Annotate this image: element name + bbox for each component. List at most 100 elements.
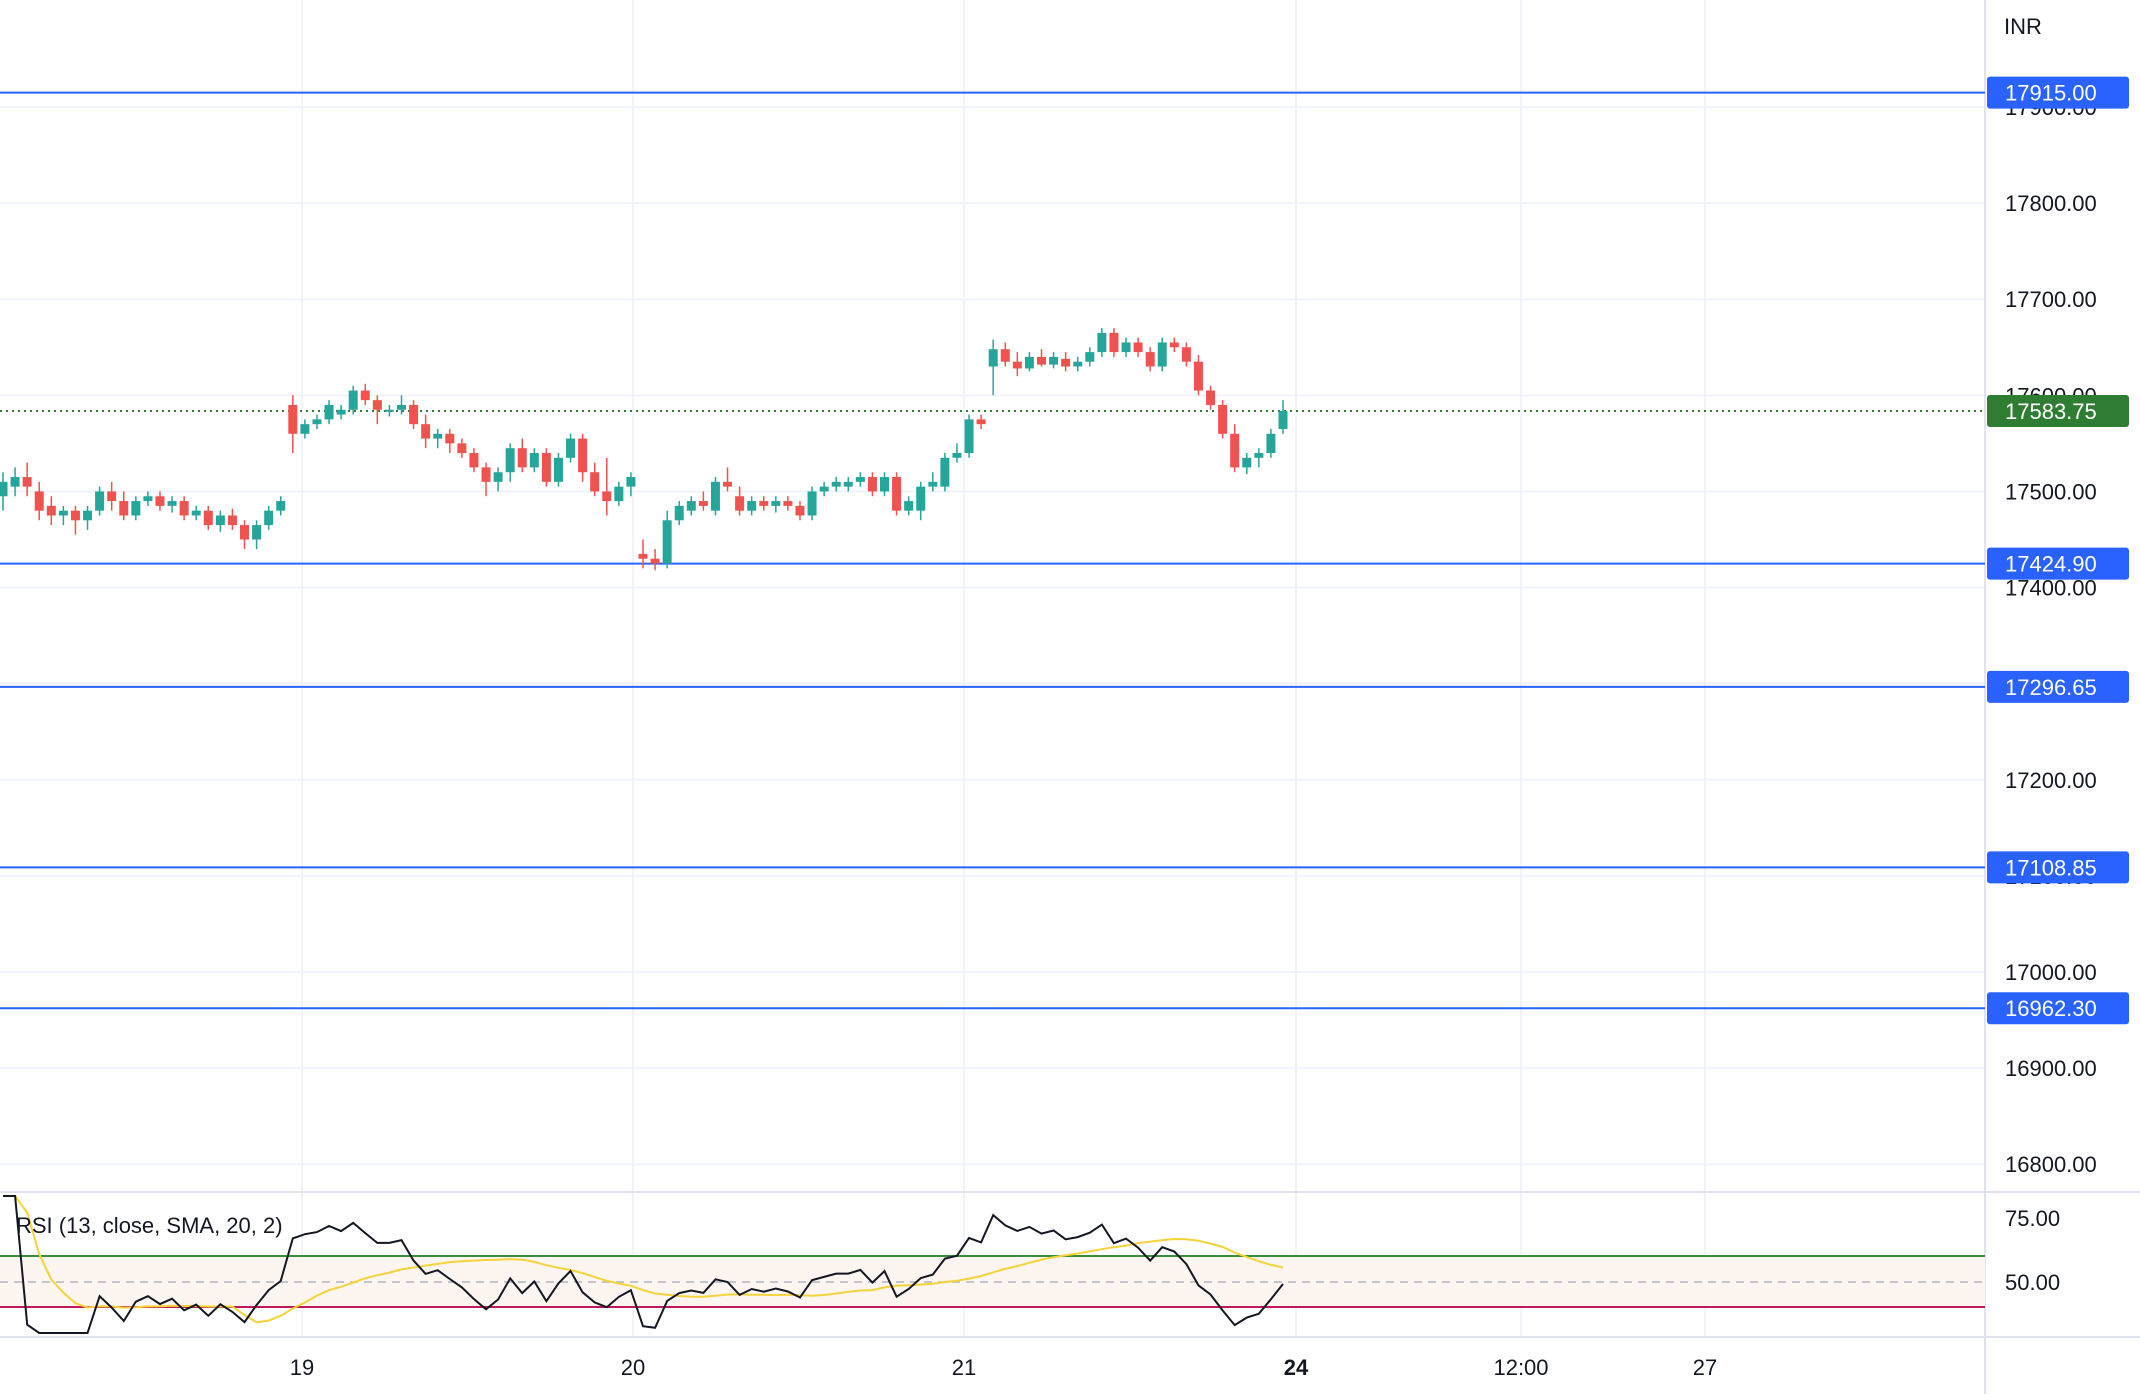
candle-down (1109, 332, 1119, 353)
candle-down (1036, 356, 1046, 365)
candle-down (1181, 347, 1191, 362)
candle-up (10, 477, 20, 487)
candle-up (1049, 356, 1059, 365)
candle-down (1230, 433, 1240, 468)
price-tick-label: 17000.00 (2005, 960, 2097, 985)
candle-up (686, 501, 696, 511)
candle-up (880, 477, 890, 492)
rsi-line (3, 1195, 1284, 1334)
candle-down (976, 419, 986, 425)
candle-down (227, 515, 237, 526)
candle-up (1097, 332, 1107, 353)
candle-down (46, 505, 56, 516)
candle-up (167, 501, 177, 506)
candle-up (300, 424, 310, 434)
candle-up (807, 491, 817, 516)
level-price-tag-label: 17915.00 (2005, 81, 2097, 106)
candle-down (445, 433, 455, 444)
candle-up (662, 520, 672, 564)
rsi-series (3, 1195, 1284, 1334)
candle-up (433, 433, 443, 439)
level-price-tag (1987, 76, 2129, 109)
candle-down (783, 501, 793, 506)
candle-up (529, 453, 539, 468)
candle-down (409, 404, 419, 425)
candle-up (819, 486, 829, 492)
candle-down (1169, 342, 1179, 348)
level-price-tag (1987, 851, 2129, 884)
time-tick-label: 20 (621, 1355, 645, 1380)
candle-down (288, 404, 298, 434)
candle-down (541, 453, 551, 482)
candle-up (0, 481, 8, 497)
candle-up (952, 453, 962, 458)
candle-down (481, 467, 491, 482)
level-price-tag-label: 17108.85 (2005, 855, 2097, 880)
rsi-sma-line (3, 1195, 1284, 1324)
candle-down (155, 496, 165, 506)
level-price-tag-label: 16962.30 (2005, 996, 2097, 1021)
price-tick-label: 16800.00 (2005, 1152, 2097, 1177)
time-tick-label: 12:00 (1493, 1355, 1548, 1380)
candle-up (771, 501, 781, 506)
candle-up (1157, 342, 1167, 367)
candle-down (22, 477, 32, 487)
candle-up (1242, 457, 1252, 468)
candle-up (710, 481, 720, 511)
candle-up (566, 438, 576, 458)
candle-down (590, 472, 600, 492)
candle-down (421, 424, 431, 439)
candle-down (360, 390, 370, 401)
candle-down (698, 501, 708, 506)
candle-up (843, 481, 853, 487)
candle-up (143, 496, 153, 502)
candle-up (396, 404, 406, 410)
candle-down (795, 505, 805, 516)
time-axis: 19 20 21 24 12:00 27 (290, 1355, 1717, 1380)
price-tick-label: 17400.00 (2005, 576, 2097, 601)
horizontal-levels (0, 91, 1985, 1010)
candle-down (70, 510, 80, 521)
candle-up (988, 349, 998, 367)
candle-down (1193, 361, 1203, 391)
last-price-tag-label: 17583.75 (2005, 399, 2097, 424)
candle-up (276, 501, 286, 511)
rsi-tick-label: 50.00 (2005, 1270, 2060, 1295)
candle-down (578, 438, 588, 473)
candle-down (602, 491, 612, 502)
candle-down (119, 501, 129, 516)
candle-down (517, 448, 527, 468)
candle-up (324, 404, 334, 420)
candle-up (940, 457, 950, 487)
candle-down (372, 400, 382, 410)
rsi-legend[interactable]: RSI (13, close, SMA, 20, 2) (16, 1213, 283, 1238)
candle-up (505, 448, 515, 473)
candle-up (348, 390, 358, 410)
candle-up (1121, 342, 1131, 353)
candle-down (723, 481, 733, 487)
candle-up (831, 481, 841, 487)
currency-label: INR (2004, 14, 2042, 39)
candle-up (336, 409, 346, 415)
candle-down (650, 558, 660, 564)
candle-down (34, 491, 44, 511)
candle-up (95, 491, 105, 511)
time-tick-label: 21 (952, 1355, 976, 1380)
time-tick-label: 19 (290, 1355, 314, 1380)
candle-up (384, 409, 394, 412)
candle-up (904, 501, 914, 511)
candle-up (928, 481, 938, 487)
time-tick-label: 24 (1284, 1355, 1309, 1380)
candle-down (1061, 358, 1071, 367)
candle-down (1133, 342, 1143, 353)
price-tick-label: 17800.00 (2005, 191, 2097, 216)
candle-down (469, 453, 479, 468)
candle-up (1085, 352, 1095, 362)
candle-up (747, 501, 757, 511)
candle-down (1012, 361, 1022, 369)
candle-up (1278, 410, 1288, 429)
candle-down (203, 510, 213, 526)
